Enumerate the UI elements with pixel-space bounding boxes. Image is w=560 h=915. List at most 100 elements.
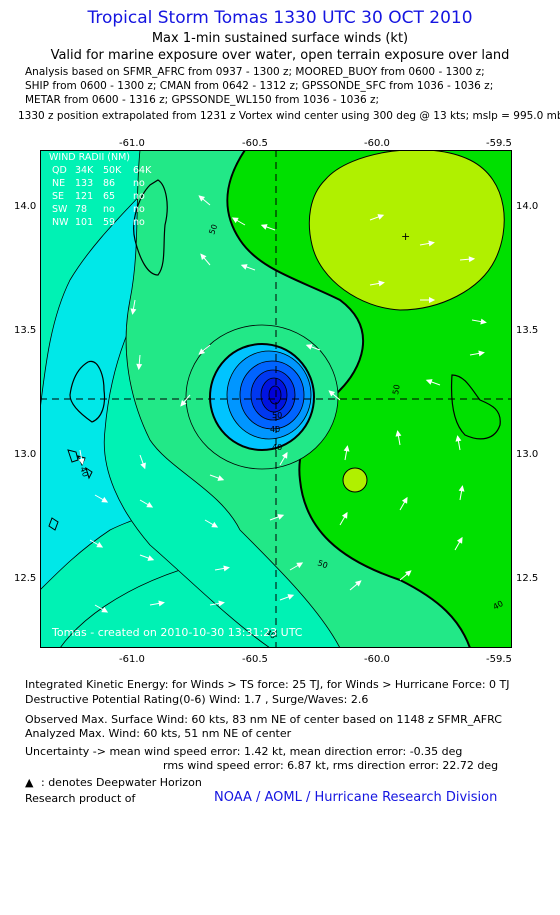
wind-arrow-head	[480, 318, 487, 325]
core-ring-15	[268, 385, 282, 405]
x-tick-top: -60.0	[364, 138, 390, 149]
wind-arrow-head	[231, 217, 239, 224]
wind-arrow-head	[198, 195, 206, 202]
y-tick-left: 13.0	[14, 449, 37, 460]
wind-arrow-head	[395, 430, 402, 437]
analysis-line-4: 1330 z position extrapolated from 1231 z…	[18, 110, 560, 122]
y-tick-left: 13.5	[14, 325, 37, 336]
contour-label: 50	[272, 411, 282, 420]
wind-arrow-head	[200, 253, 207, 261]
wind-arrow-head	[180, 399, 187, 407]
island-st-lucia	[133, 179, 168, 276]
radii-cell: 86	[103, 178, 115, 189]
radii-cell: 133	[75, 178, 93, 189]
radii-cell: 101	[75, 217, 93, 228]
wind-arrow-head	[277, 514, 285, 520]
radii-cell: no	[133, 217, 145, 228]
plot-frame	[40, 150, 512, 648]
x-tick-top: -59.5	[486, 138, 512, 149]
wind-arrow-head	[428, 240, 435, 247]
contour-peak-small	[342, 467, 368, 493]
wind-arrow-head	[305, 344, 313, 350]
radii-header: 34K	[75, 165, 94, 176]
uncertainty-line-1: Uncertainty -> mean wind speed error: 1.…	[25, 745, 463, 758]
secondary-marker: +	[401, 230, 410, 243]
uncertainty-line-2: rms wind speed error: 6.87 kt, rms direc…	[163, 759, 499, 772]
y-tick-right: 12.5	[516, 573, 539, 584]
contour-label: 40	[272, 443, 282, 452]
radii-cell: NE	[52, 178, 65, 189]
deepwater-horizon-icon: ▲	[25, 776, 34, 789]
wind-arrow-head	[136, 363, 143, 371]
analyzed-max-line: Analyzed Max. Wind: 60 kts, 51 nm NE of …	[25, 727, 292, 740]
research-label: Research product of	[25, 792, 136, 805]
wind-arrow-head	[101, 606, 109, 613]
wind-arrow-head	[458, 485, 465, 492]
radii-cell: no	[103, 204, 115, 215]
island-st-vincent	[69, 360, 106, 423]
contour-label: 50	[391, 384, 402, 396]
wind-arrow-head	[281, 451, 288, 459]
wind-arrow-head	[377, 214, 385, 220]
radii-cell: no	[133, 204, 145, 215]
wind-arrow-head	[468, 256, 476, 263]
wind-arrow-head	[240, 264, 248, 270]
wind-field-map: + 50 50 50 50 40 40 40 40 40 WIND RADII …	[40, 150, 512, 648]
noaa-link[interactable]: NOAA / AOML / Hurricane Research Divisio…	[214, 790, 498, 805]
wind-arrow-head	[404, 570, 412, 577]
island-barbados	[450, 374, 501, 440]
deepwater-horizon-note: : denotes Deepwater Horizon	[41, 776, 202, 789]
wind-radii-table: WIND RADII (NM) QD 34K 50K 64K NE 133 86 no…	[49, 152, 152, 228]
wind-arrow-head	[218, 600, 225, 607]
wind-arrow-head	[354, 580, 362, 587]
wind-arrow-head	[140, 462, 146, 470]
wind-arrow-head	[78, 458, 85, 465]
radii-cell: no	[133, 178, 145, 189]
wind-arrows	[78, 195, 487, 613]
wind-arrow-head	[456, 536, 463, 544]
wind-arrow-head	[198, 348, 206, 355]
analysis-line-1: Analysis based on SFMR_AFRC from 0937 - …	[25, 66, 485, 78]
radii-cell: NW	[52, 217, 69, 228]
y-tick-left: 12.5	[14, 573, 37, 584]
wind-arrow-head	[287, 594, 295, 600]
dp-line: Destructive Potential Rating(0-6) Wind: …	[25, 693, 369, 706]
chart-subtitle: Max 1-min sustained surface winds (kt)	[151, 31, 409, 46]
wind-arrow-head	[223, 565, 230, 572]
x-tick-bottom: -60.0	[364, 654, 390, 665]
x-tick-bottom: -60.5	[242, 654, 268, 665]
contour-label: 40	[264, 628, 277, 641]
wind-arrow-head	[260, 224, 268, 230]
contour-label: 40	[78, 466, 90, 479]
observed-max-line: Observed Max. Surface Wind: 60 kts, 83 n…	[25, 713, 502, 726]
wind-arrow-head	[130, 308, 137, 315]
x-tick-bottom: -61.0	[119, 654, 145, 665]
analysis-line-2: SHIP from 0600 - 1300 z; CMAN from 0642 …	[25, 80, 494, 92]
contour-label: 40	[492, 599, 505, 612]
wind-arrow-head	[428, 297, 436, 303]
radii-header: 50K	[103, 165, 122, 176]
radii-cell: SE	[52, 191, 64, 202]
radii-cell: 65	[103, 191, 115, 202]
chart-title: Tropical Storm Tomas 1330 UTC 30 OCT 201…	[87, 8, 473, 28]
wind-arrow-head	[425, 379, 433, 385]
credit-line: Tomas - created on 2010-10-30 13:31:23 U…	[51, 626, 303, 639]
contour-band-55	[308, 150, 505, 311]
wind-arrow-head	[96, 541, 104, 548]
y-tick-right: 13.5	[516, 325, 539, 336]
contour-label: 50	[316, 558, 329, 570]
wind-arrow-head	[328, 390, 336, 397]
radii-header: 64K	[133, 165, 152, 176]
radii-cell: 78	[75, 204, 87, 215]
wind-arrow-head	[158, 600, 165, 607]
x-tick-top: -60.5	[242, 138, 268, 149]
radii-title: WIND RADII (NM)	[49, 152, 130, 163]
ike-line: Integrated Kinetic Energy: for Winds > T…	[25, 678, 510, 691]
y-tick-left: 14.0	[14, 201, 37, 212]
analysis-line-3: METAR from 0600 - 1316 z; GPSSONDE_WL150…	[25, 94, 380, 106]
wind-arrow-head	[296, 562, 304, 569]
wind-arrow-head	[217, 475, 225, 481]
wind-arrow-head	[211, 521, 219, 528]
validity-note: Valid for marine exposure over water, op…	[50, 48, 510, 63]
radii-cell: 59	[103, 217, 115, 228]
